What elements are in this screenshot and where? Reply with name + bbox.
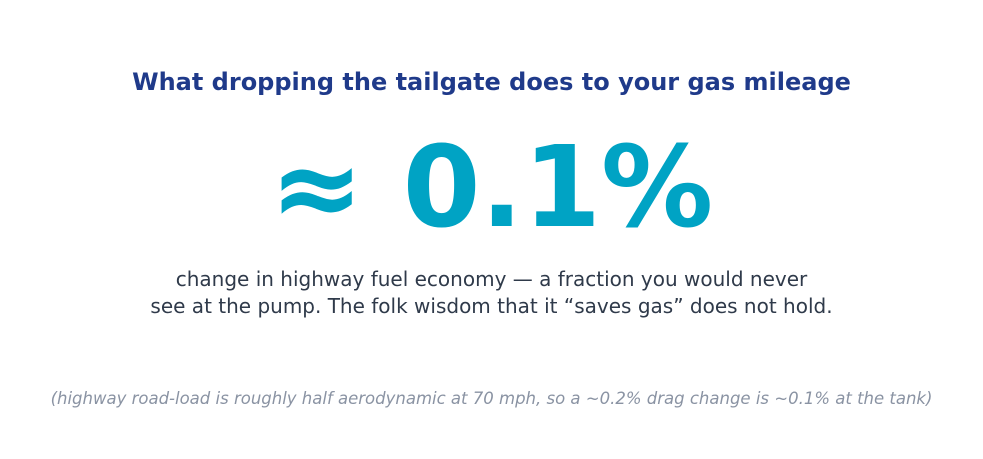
big-stat-value: ≈ 0.1%	[269, 123, 714, 253]
footnote: (highway road-load is roughly half aerod…	[50, 389, 933, 408]
headline: What dropping the tailgate does to your …	[132, 68, 851, 96]
stat-description-line-1: change in highway fuel economy — a fract…	[175, 267, 808, 291]
stat-description-line-2: see at the pump. The folk wisdom that it…	[150, 294, 833, 318]
stat-description: change in highway fuel economy — a fract…	[0, 266, 983, 320]
